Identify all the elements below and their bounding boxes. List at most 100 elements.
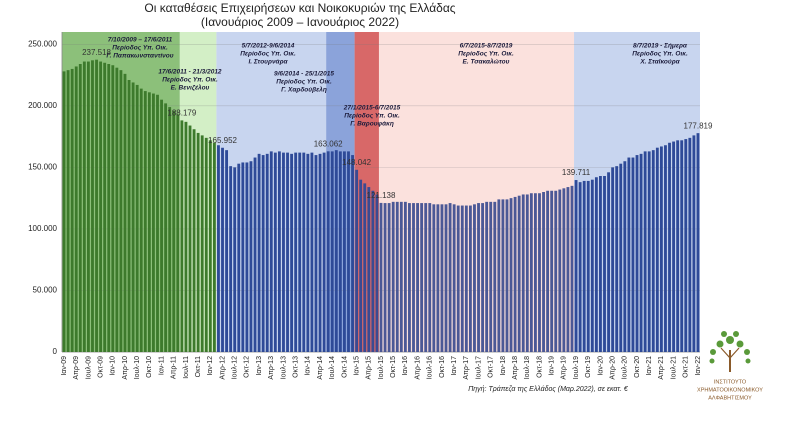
bar <box>119 70 123 353</box>
bar <box>314 155 318 352</box>
x-tick-label: Οκτ-09 <box>97 356 104 378</box>
bar <box>282 152 285 352</box>
bar <box>277 151 281 352</box>
bar <box>672 141 676 352</box>
bar <box>688 137 692 352</box>
bar <box>330 151 334 352</box>
bar <box>554 190 558 352</box>
bar <box>229 166 233 352</box>
bar <box>334 150 338 352</box>
source-note: Πηγή: Τράπεζα της Ελλάδος (Μαρ.2022), σε… <box>468 385 629 393</box>
period-label: 8/7/2019 - Σήμερα <box>633 43 688 50</box>
bar <box>164 103 168 352</box>
bar <box>509 198 513 352</box>
period-label: Γ. Παπακωνσταντίνου <box>106 53 173 60</box>
x-tick-label: Απρ-11 <box>171 356 178 379</box>
period-label: Περίοδος Υπ. Οικ. <box>344 113 400 120</box>
period-label: Περίοδος Υπ. Οικ. <box>632 51 688 58</box>
period-band <box>354 32 379 352</box>
bar <box>78 64 82 352</box>
bar <box>351 155 354 352</box>
x-tick-label: Απρ-14 <box>317 356 324 380</box>
period-label: 27/1/2015-6/7/2015 <box>343 105 401 112</box>
value-label: 237.518 <box>82 48 111 57</box>
logo-text: ΧΡΗΜΑΤΟΟΙΚΟΝΟΜΙΚΟΥ <box>697 387 763 393</box>
bar <box>172 110 176 353</box>
bar <box>156 94 159 353</box>
x-tick-label: Απρ-15 <box>366 356 373 380</box>
x-tick-label: Απρ-13 <box>268 356 275 380</box>
x-tick-label: Οκτ-10 <box>146 356 153 378</box>
bar <box>424 203 428 352</box>
bar <box>599 176 602 352</box>
bar <box>481 203 485 352</box>
bar <box>343 151 346 352</box>
period-label: 5/7/2012-9/6/2014 <box>242 43 295 50</box>
bar <box>70 68 74 352</box>
bar <box>412 203 415 352</box>
bar <box>546 190 550 352</box>
bar <box>95 59 98 352</box>
bar <box>558 189 562 352</box>
logo-tree <box>709 331 751 372</box>
bar <box>168 107 172 352</box>
x-tick-label: Ιουλ-20 <box>622 356 629 379</box>
bar <box>615 166 619 352</box>
bar <box>363 183 367 352</box>
bar <box>631 157 635 352</box>
value-label: 148.042 <box>342 158 371 167</box>
y-tick-label: 100.000 <box>28 224 57 233</box>
bar <box>359 179 363 352</box>
x-tick-label: Οκτ-15 <box>390 356 397 378</box>
bar <box>318 153 322 352</box>
period-label: Περίοδος Υπ. Οικ. <box>112 45 168 52</box>
value-label: 121.138 <box>367 191 396 200</box>
bar <box>696 133 700 352</box>
bar <box>273 152 277 352</box>
period-label: 17/6/2011 - 21/3/2012 <box>158 69 222 76</box>
bar <box>135 84 139 352</box>
x-tick-label: Οκτ-21 <box>683 356 690 378</box>
bar <box>477 203 480 352</box>
bar <box>468 205 472 352</box>
bar <box>464 205 468 352</box>
x-tick-label: Οκτ-12 <box>244 356 251 378</box>
period-label: Ε. Τσακαλώτου <box>463 58 510 66</box>
bar <box>383 203 387 352</box>
x-tick-label: Απρ-19 <box>561 356 568 380</box>
bar <box>139 88 143 352</box>
x-tick-label: Ιαν-10 <box>110 356 117 376</box>
bar <box>505 199 509 352</box>
bar <box>123 73 127 352</box>
x-tick-label: Οκτ-11 <box>195 356 202 377</box>
bar <box>623 161 627 352</box>
bar <box>440 204 444 352</box>
bar <box>590 179 594 352</box>
bar <box>582 180 586 352</box>
value-label: 163.062 <box>314 139 343 148</box>
bar <box>204 137 208 352</box>
bar <box>668 142 671 352</box>
bar <box>538 193 541 352</box>
bar <box>257 153 261 352</box>
bar <box>82 61 86 353</box>
bar <box>639 153 643 352</box>
bar <box>493 201 497 352</box>
bar <box>379 202 383 352</box>
x-tick-label: Ιαν-18 <box>500 356 507 376</box>
bar <box>436 204 440 352</box>
y-tick-label: 150.000 <box>28 162 57 171</box>
bar <box>131 82 135 352</box>
bar <box>103 62 107 353</box>
period-label: Περίοδος Υπ. Οικ. <box>458 51 514 58</box>
x-tick-label: Ιουλ-10 <box>134 356 141 379</box>
bar <box>578 182 582 352</box>
x-tick-label: Ιαν-14 <box>305 356 312 376</box>
bar <box>310 152 314 352</box>
bar <box>485 201 489 352</box>
bar <box>127 80 131 352</box>
bar <box>607 172 610 352</box>
x-tick-label: Ιουλ-19 <box>573 356 580 379</box>
bar <box>355 169 359 352</box>
x-tick-label: Οκτ-19 <box>585 356 592 378</box>
